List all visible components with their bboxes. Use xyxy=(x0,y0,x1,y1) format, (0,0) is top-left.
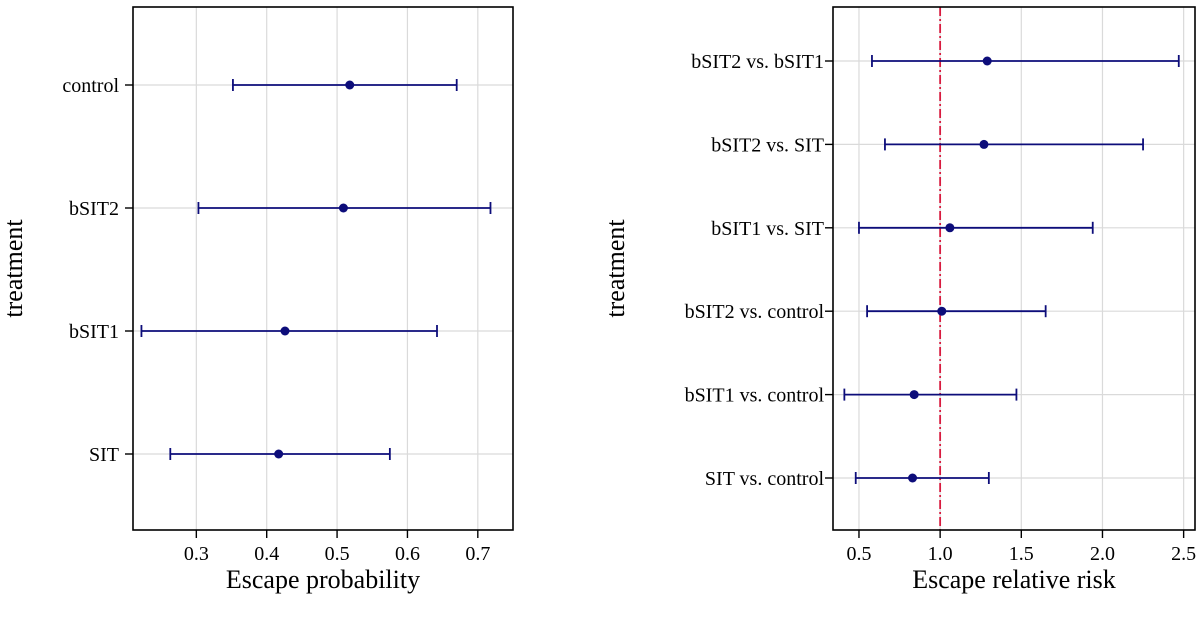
plot-frame xyxy=(832,6,1196,531)
x-tick-label: 0.4 xyxy=(254,543,279,565)
x-tick-label: 0.5 xyxy=(846,543,871,565)
panel-2: 0.5 1.0 1.5 2.0 2.5 bSIT2 vs. bSIT1 bSIT2 vs. … xyxy=(601,6,1196,594)
estimate-point xyxy=(982,56,992,66)
x-tick-label: 2.0 xyxy=(1090,543,1115,565)
y-tick-label: SIT vs. control xyxy=(705,468,825,490)
panel-1: 0.3 0.4 0.5 0.6 0.7 control bSIT2 bSIT1 SIT Escap… xyxy=(0,6,514,594)
x-axis-title: Escape relative risk xyxy=(912,565,1116,594)
x-tick-label: 1.0 xyxy=(928,543,953,565)
y-tick-label: bSIT1 vs. control xyxy=(685,385,825,407)
estimate-point xyxy=(937,306,947,316)
estimate-point xyxy=(345,80,355,90)
estimate-point xyxy=(280,326,290,336)
x-tick-label: 0.5 xyxy=(325,543,350,565)
estimate-point xyxy=(945,223,955,233)
y-tick-label: bSIT2 vs. control xyxy=(685,301,825,323)
y-axis-title: treatment xyxy=(0,219,28,318)
x-tick-label: 1.5 xyxy=(1009,543,1034,565)
y-tick-label: control xyxy=(62,75,119,97)
x-axis-title: Escape probability xyxy=(226,565,420,594)
y-tick-label: SIT xyxy=(89,444,119,466)
y-tick-label: bSIT2 vs. SIT xyxy=(711,134,824,156)
y-tick-label: bSIT2 vs. bSIT1 xyxy=(691,51,824,73)
y-tick-label: bSIT1 vs. SIT xyxy=(711,218,824,240)
y-tick-label: bSIT2 xyxy=(69,198,119,220)
estimate-point xyxy=(979,139,989,149)
estimate-point xyxy=(338,203,348,213)
x-tick-label: 0.7 xyxy=(465,543,490,565)
estimate-point xyxy=(274,449,284,459)
estimate-point xyxy=(909,390,919,400)
y-tick-label: bSIT1 xyxy=(69,321,119,343)
x-tick-label: 0.3 xyxy=(184,543,209,565)
x-tick-label: 0.6 xyxy=(395,543,420,565)
plot-frame xyxy=(132,6,514,531)
x-tick-label: 2.5 xyxy=(1171,543,1196,565)
y-axis-title: treatment xyxy=(601,219,630,318)
estimate-point xyxy=(908,473,918,483)
